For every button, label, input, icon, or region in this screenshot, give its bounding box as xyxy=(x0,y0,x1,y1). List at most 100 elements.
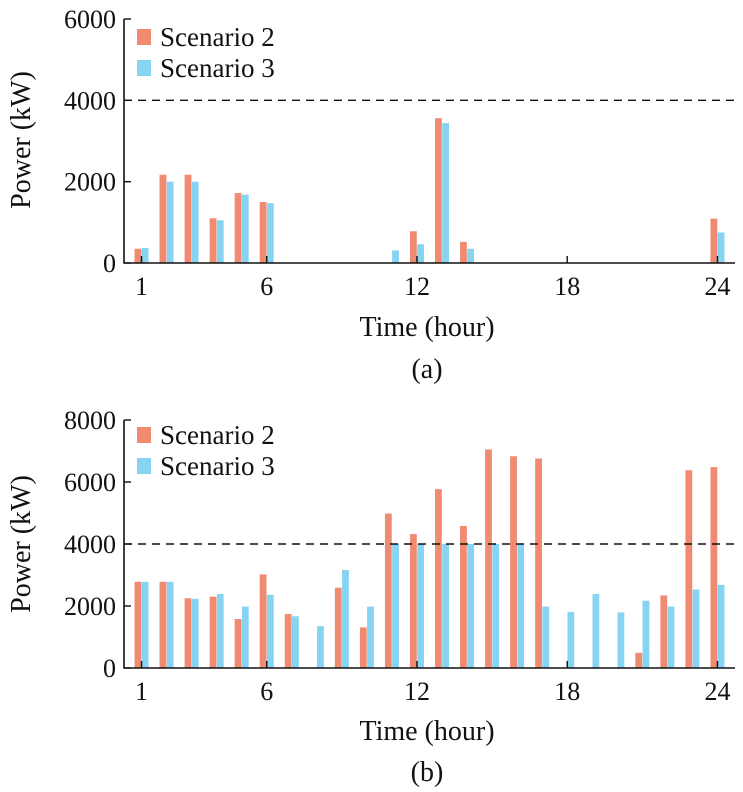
bars-group xyxy=(134,449,725,668)
bar-scenario-2-hour-5 xyxy=(234,193,242,263)
chart-panel-b: 0 2000 4000 6000 8000 1 6 12 18 24 Power (kW) Ti… xyxy=(6,406,735,788)
bar-scenario-3-hour-17 xyxy=(542,606,550,668)
bar-scenario-3-hour-8 xyxy=(317,626,324,668)
x-tick-label: 12 xyxy=(404,272,430,301)
bar-scenario-2-hour-22 xyxy=(660,595,668,668)
legend-swatch-scenario-3 xyxy=(137,60,151,76)
bar-scenario-3-hour-3 xyxy=(191,598,199,668)
bar-scenario-2-hour-13 xyxy=(435,118,442,263)
bar-scenario-3-hour-23 xyxy=(692,589,700,668)
bar-scenario-3-hour-13 xyxy=(442,123,450,263)
bar-scenario-3-hour-7 xyxy=(291,616,299,668)
y-ticks-group: 0 2000 4000 6000 xyxy=(64,5,131,278)
bar-scenario-3-hour-18 xyxy=(567,611,575,668)
legend-label-scenario-3: Scenario 3 xyxy=(160,451,275,481)
bar-scenario-2-hour-6 xyxy=(259,202,267,263)
x-ticks-group: 1 6 12 18 24 xyxy=(135,256,730,301)
legend-swatch-scenario-2 xyxy=(137,427,151,443)
bar-scenario-2-hour-1 xyxy=(134,581,142,668)
x-tick-label: 12 xyxy=(404,677,430,706)
bar-scenario-3-hour-21 xyxy=(642,600,650,668)
bar-scenario-2-hour-12 xyxy=(409,231,417,263)
y-tick-label: 0 xyxy=(103,654,116,683)
legend-label-scenario-3: Scenario 3 xyxy=(160,53,275,83)
bar-scenario-3-hour-5 xyxy=(241,606,249,668)
bar-scenario-2-hour-7 xyxy=(284,614,292,668)
bar-scenario-3-hour-6 xyxy=(266,203,274,263)
bar-scenario-3-hour-12 xyxy=(417,544,424,668)
bar-scenario-3-hour-24 xyxy=(717,232,725,263)
legend-swatch-scenario-3 xyxy=(137,458,151,474)
bar-scenario-3-hour-4 xyxy=(216,593,224,668)
bar-scenario-3-hour-10 xyxy=(367,606,374,668)
bar-scenario-2-hour-2 xyxy=(159,174,167,263)
x-tick-label: 6 xyxy=(260,677,273,706)
bar-scenario-2-hour-3 xyxy=(184,598,192,668)
bar-scenario-2-hour-15 xyxy=(485,449,492,668)
legend: Scenario 2 Scenario 3 xyxy=(137,22,275,83)
chart-panel-a: 0 2000 4000 6000 1 6 12 18 24 Power (kW) Time (… xyxy=(6,5,735,385)
bar-scenario-2-hour-4 xyxy=(209,596,217,668)
panel-label: (b) xyxy=(411,757,444,788)
x-tick-label: 1 xyxy=(135,677,148,706)
bar-scenario-2-hour-21 xyxy=(635,652,643,668)
x-tick-label: 24 xyxy=(704,272,730,301)
bar-scenario-2-hour-14 xyxy=(460,526,467,668)
x-tick-label: 18 xyxy=(554,272,580,301)
y-tick-label: 4000 xyxy=(64,86,116,115)
bar-scenario-2-hour-14 xyxy=(460,241,467,263)
bar-scenario-2-hour-13 xyxy=(435,489,442,668)
x-tick-label: 24 xyxy=(704,677,730,706)
x-ticks-group: 1 6 12 18 24 xyxy=(135,661,730,706)
bar-scenario-3-hour-13 xyxy=(442,544,450,668)
legend: Scenario 2 Scenario 3 xyxy=(137,420,275,481)
x-tick-label: 6 xyxy=(260,272,273,301)
y-tick-label: 4000 xyxy=(64,530,116,559)
bar-scenario-3-hour-16 xyxy=(517,544,525,668)
panel-label: (a) xyxy=(411,354,442,385)
x-axis-label: Time (hour) xyxy=(359,716,494,747)
y-tick-label: 0 xyxy=(103,249,116,278)
y-tick-label: 6000 xyxy=(64,468,116,497)
y-tick-label: 2000 xyxy=(64,592,116,621)
bar-scenario-2-hour-6 xyxy=(259,574,267,668)
bar-scenario-3-hour-9 xyxy=(342,570,349,668)
bar-scenario-3-hour-6 xyxy=(266,594,274,668)
bar-scenario-3-hour-11 xyxy=(392,250,399,263)
bar-scenario-2-hour-24 xyxy=(710,218,718,263)
x-tick-label: 18 xyxy=(554,677,580,706)
bar-scenario-2-hour-2 xyxy=(159,581,167,668)
legend-label-scenario-2: Scenario 2 xyxy=(160,420,275,450)
bars-group xyxy=(134,118,725,263)
bar-scenario-3-hour-19 xyxy=(592,593,600,668)
bar-scenario-2-hour-5 xyxy=(234,619,242,668)
bar-scenario-3-hour-12 xyxy=(417,244,424,263)
bar-scenario-3-hour-14 xyxy=(467,248,475,263)
bar-scenario-2-hour-12 xyxy=(409,534,417,668)
bar-scenario-3-hour-14 xyxy=(467,544,475,668)
y-tick-label: 2000 xyxy=(64,168,116,197)
bar-scenario-3-hour-2 xyxy=(166,581,174,668)
bar-scenario-2-hour-10 xyxy=(359,627,367,668)
bar-scenario-3-hour-15 xyxy=(492,544,500,668)
bar-scenario-3-hour-20 xyxy=(617,612,625,668)
legend-swatch-scenario-2 xyxy=(137,29,151,45)
y-tick-label: 6000 xyxy=(64,5,116,34)
bar-scenario-2-hour-9 xyxy=(334,587,342,668)
y-ticks-group: 0 2000 4000 6000 8000 xyxy=(64,406,131,683)
bar-scenario-3-hour-2 xyxy=(166,181,174,263)
bar-scenario-3-hour-11 xyxy=(392,544,399,668)
bar-scenario-2-hour-1 xyxy=(134,248,142,263)
bar-scenario-3-hour-24 xyxy=(717,584,725,668)
legend-label-scenario-2: Scenario 2 xyxy=(160,22,275,52)
bar-scenario-3-hour-1 xyxy=(141,581,149,668)
x-axis-label: Time (hour) xyxy=(359,312,494,343)
bar-scenario-2-hour-17 xyxy=(535,458,542,668)
y-axis-label: Power (kW) xyxy=(6,475,37,613)
bar-scenario-2-hour-11 xyxy=(384,513,392,668)
bar-scenario-3-hour-4 xyxy=(216,220,224,263)
bar-scenario-3-hour-22 xyxy=(667,606,675,668)
bar-scenario-2-hour-23 xyxy=(685,470,693,668)
bar-scenario-2-hour-24 xyxy=(710,467,718,668)
bar-scenario-3-hour-3 xyxy=(191,181,199,263)
